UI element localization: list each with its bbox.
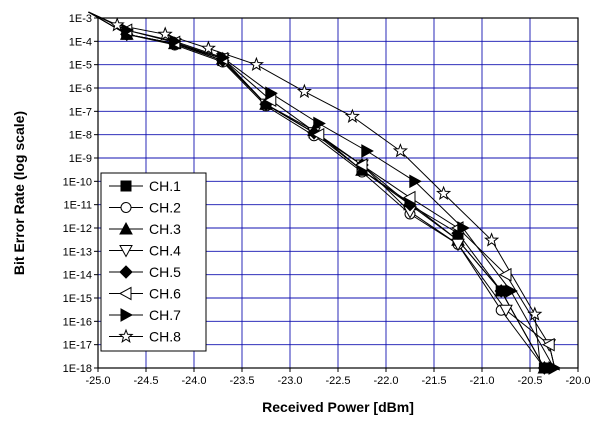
x-axis-title: Received Power [dBm] bbox=[262, 399, 414, 415]
y-tick-label: 1E-18 bbox=[63, 363, 92, 375]
legend-label: CH.3 bbox=[149, 221, 181, 237]
x-tick-label: -24.5 bbox=[133, 375, 158, 387]
data-point-ch8 bbox=[527, 306, 543, 321]
y-tick-label: 1E-7 bbox=[69, 106, 92, 118]
data-point-ch7 bbox=[265, 86, 278, 101]
legend-label: CH.4 bbox=[149, 243, 181, 259]
x-tick-label: -20.0 bbox=[565, 375, 590, 387]
data-point-ch8 bbox=[296, 83, 312, 99]
data-point-ch6 bbox=[402, 190, 416, 205]
legend-marker bbox=[118, 328, 134, 343]
y-tick-label: 1E-10 bbox=[63, 176, 92, 188]
x-tick-label: -22.0 bbox=[373, 375, 398, 387]
legend-marker bbox=[119, 265, 133, 279]
y-tick-label: 1E-8 bbox=[69, 130, 92, 142]
series-line-ch7 bbox=[88, 11, 561, 371]
x-tick-label: -23.5 bbox=[229, 375, 254, 387]
series-markers bbox=[109, 17, 562, 375]
legend-label: CH.8 bbox=[149, 329, 181, 345]
y-tick-label: 1E-13 bbox=[63, 246, 92, 258]
data-point-ch8 bbox=[157, 26, 173, 41]
y-tick-label: 1E-3 bbox=[69, 13, 92, 25]
legend-label: CH.5 bbox=[149, 264, 181, 280]
data-point-ch7 bbox=[313, 116, 326, 131]
data-point-ch6 bbox=[542, 337, 555, 352]
y-tick-label: 1E-17 bbox=[63, 340, 92, 352]
data-point-ch6 bbox=[311, 127, 325, 142]
legend-marker bbox=[120, 202, 132, 213]
legend-marker bbox=[118, 286, 132, 301]
series-lines bbox=[88, 11, 561, 371]
y-tick-label: 1E-6 bbox=[69, 83, 92, 95]
legend: CH.1 CH.2 CH.3 CH.4 CH.5 CH.6 CH.7 CH.8 bbox=[100, 172, 207, 352]
y-tick-label: 1E-4 bbox=[69, 36, 92, 48]
y-tick-label: 1E-12 bbox=[63, 223, 92, 235]
data-point-ch6 bbox=[354, 158, 368, 172]
data-point-ch8 bbox=[344, 108, 360, 123]
legend-marker bbox=[119, 221, 133, 235]
data-point-ch8 bbox=[200, 40, 216, 55]
y-tick-labels: 1E-3 1E-4 1E-5 1E-6 1E-7 1E-8 1E-9 1E-10 1E-11 1E… bbox=[63, 13, 98, 375]
data-point-ch7 bbox=[217, 50, 230, 65]
x-tick-label: -21.5 bbox=[421, 375, 446, 387]
data-point-ch4 bbox=[499, 304, 513, 318]
y-tick-label: 1E-16 bbox=[63, 316, 92, 328]
data-point-ch7 bbox=[361, 144, 374, 158]
y-tick-label: 1E-11 bbox=[63, 200, 92, 212]
series-line-ch8 bbox=[88, 11, 542, 371]
data-point-ch8 bbox=[109, 17, 125, 32]
data-point-ch7 bbox=[457, 221, 470, 235]
y-tick-label: 1E-15 bbox=[63, 293, 92, 305]
series-line-ch5 bbox=[88, 11, 551, 371]
data-point-ch8 bbox=[436, 185, 452, 200]
y-axis-title: Bit Error Rate (log scale) bbox=[11, 111, 27, 275]
x-tick-label: -21.0 bbox=[469, 375, 494, 387]
data-point-ch8 bbox=[392, 143, 408, 158]
legend-label: CH.2 bbox=[149, 200, 181, 216]
legend-label: CH.7 bbox=[149, 307, 181, 323]
legend-marker bbox=[120, 308, 134, 322]
x-tick-label: -25.0 bbox=[85, 375, 110, 387]
y-tick-label: 1E-9 bbox=[69, 153, 92, 165]
series-line-ch6 bbox=[88, 11, 556, 371]
legend-box bbox=[100, 172, 207, 352]
x-tick-label: -23.0 bbox=[277, 375, 302, 387]
data-point-ch6 bbox=[498, 267, 512, 282]
legend-label: CH.6 bbox=[149, 286, 181, 302]
series-line-ch2 bbox=[88, 11, 551, 371]
legend-label: CH.1 bbox=[149, 178, 181, 194]
data-point-ch7 bbox=[121, 23, 134, 38]
y-tick-label: 1E-14 bbox=[63, 270, 92, 282]
data-point-ch7 bbox=[505, 284, 518, 298]
data-point-ch8 bbox=[248, 56, 264, 72]
data-point-ch5 bbox=[494, 284, 508, 298]
x-tick-labels: -25.0 -24.5 -24.0 -23.5 -23.0 -22.5 -22.0 -21.5… bbox=[85, 368, 591, 387]
data-point-ch7 bbox=[169, 34, 182, 49]
legend-marker bbox=[119, 245, 133, 258]
x-tick-label: -24.0 bbox=[181, 375, 206, 387]
data-point-ch7 bbox=[409, 174, 422, 189]
x-tick-label: -22.5 bbox=[325, 375, 350, 387]
y-tick-label: 1E-5 bbox=[69, 60, 92, 72]
x-tick-label: -20.5 bbox=[517, 375, 542, 387]
data-point-ch8 bbox=[484, 232, 500, 247]
legend-marker bbox=[120, 180, 132, 192]
